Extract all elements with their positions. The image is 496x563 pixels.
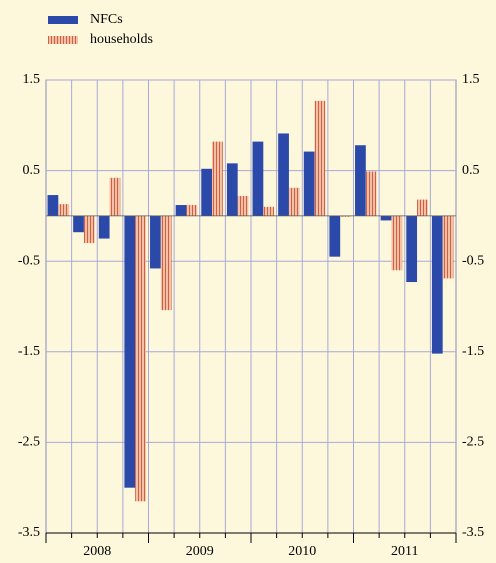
y-tick-label: 1.5	[23, 72, 41, 87]
bar	[252, 141, 264, 216]
bar	[314, 100, 326, 216]
bar	[380, 215, 392, 221]
bar	[109, 177, 121, 216]
legend-label: NFCs	[90, 12, 123, 27]
legend-swatch	[48, 16, 78, 24]
bar	[288, 187, 300, 216]
bar	[237, 195, 249, 216]
y-tick-label: -1.5	[18, 344, 40, 359]
bar	[47, 195, 59, 216]
y-tick-label: -0.5	[18, 253, 40, 268]
legend-label: households	[90, 32, 153, 47]
bar	[442, 215, 454, 279]
bar	[186, 205, 198, 216]
bar	[201, 168, 213, 216]
bar	[431, 215, 443, 354]
bar	[263, 206, 275, 216]
bar	[391, 215, 403, 271]
bar	[150, 215, 161, 269]
bar	[355, 145, 366, 216]
bar	[160, 215, 172, 311]
y2-tick-label: 0.5	[462, 163, 480, 178]
y-tick-label: -2.5	[18, 435, 40, 450]
x-tick-label: 2010	[288, 544, 316, 559]
y-tick-label: -3.5	[18, 525, 40, 540]
bar	[58, 204, 70, 216]
bar	[135, 215, 146, 502]
bar	[98, 215, 110, 239]
bar	[329, 215, 341, 257]
bar	[83, 215, 95, 244]
bar	[212, 141, 223, 216]
x-tick-label: 2009	[186, 544, 214, 559]
bar	[73, 215, 84, 233]
y2-tick-label: 1.5	[462, 72, 480, 87]
y2-tick-label: -0.5	[462, 253, 484, 268]
y-tick-label: 0.5	[23, 163, 41, 178]
bar	[175, 205, 187, 216]
bar	[124, 215, 136, 488]
bar	[406, 215, 418, 283]
bar	[303, 151, 315, 216]
x-tick-label: 2008	[83, 544, 111, 559]
bar	[226, 163, 238, 216]
bar	[340, 215, 351, 217]
y2-tick-label: -1.5	[462, 344, 484, 359]
y2-tick-label: -2.5	[462, 435, 484, 450]
x-tick-label: 2011	[391, 544, 418, 559]
bar	[278, 133, 289, 216]
bar	[365, 171, 377, 216]
legend-swatch	[48, 36, 78, 44]
bar	[417, 199, 428, 216]
y2-tick-label: -3.5	[462, 525, 484, 540]
